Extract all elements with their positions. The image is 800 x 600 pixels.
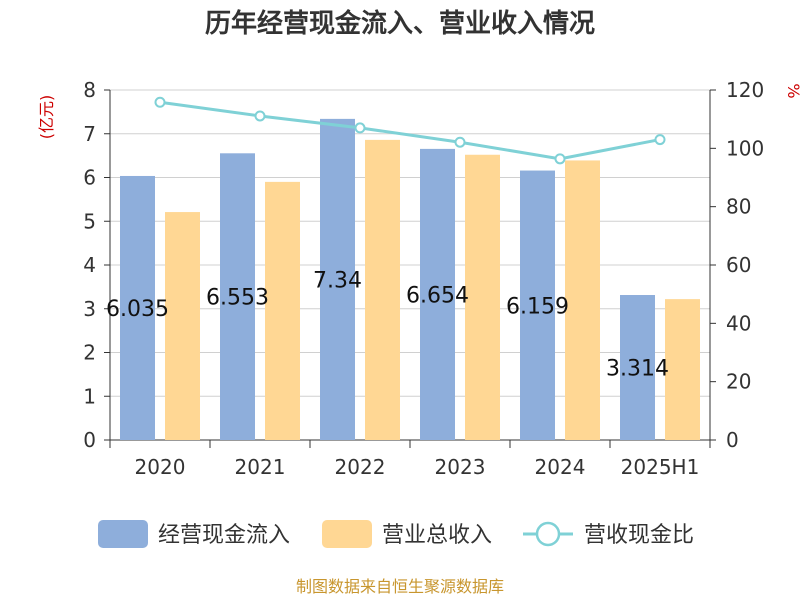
left-tick-label: 2 [83, 341, 96, 365]
x-tick-label: 2025H1 [621, 455, 700, 479]
legend-label-revenue: 营业总收入 [382, 523, 492, 548]
x-tick-label: 2021 [235, 455, 286, 479]
ratio-point [254, 110, 266, 122]
ratio-point [354, 122, 366, 134]
legend: 经营现金流入 营业总收入 营收现金比 [98, 520, 694, 548]
cash-inflow-bar [620, 295, 655, 440]
cash-inflow-value-label: 6.035 [106, 297, 169, 322]
cash-inflow-bar [520, 170, 555, 440]
ratio-point [154, 96, 166, 108]
data-labels: 6.035 6.553 7.34 6.654 6.159 3.314 [106, 268, 669, 381]
left-tick-label: 4 [83, 253, 96, 277]
left-tick-label: 3 [83, 297, 96, 321]
right-tick-label: 100 [726, 136, 764, 160]
revenue-bar [265, 181, 300, 440]
left-tick-label: 8 [83, 78, 96, 102]
legend-swatch-revenue [322, 520, 372, 548]
legend-label-cash-inflow: 经营现金流入 [158, 523, 290, 548]
revenue-bar [365, 139, 400, 440]
cash-inflow-bar [120, 175, 155, 440]
cash-inflow-bar [220, 153, 255, 440]
cash-inflow-value-label: 3.314 [606, 357, 669, 382]
left-tick-label: 0 [83, 428, 96, 452]
legend-swatch-cash-inflow [98, 520, 148, 548]
legend-label-ratio: 营收现金比 [584, 523, 694, 548]
cash-inflow-bar [320, 118, 355, 440]
left-tick-label: 1 [83, 384, 96, 408]
ratio-point [554, 153, 566, 165]
right-tick-label: 0 [726, 428, 739, 452]
x-tick-label: 2022 [335, 455, 386, 479]
ratio-point [454, 136, 466, 148]
revenue-bar [465, 154, 500, 440]
right-tick-label: 20 [726, 370, 751, 394]
cash-inflow-value-label: 6.159 [506, 294, 569, 319]
x-tick-label: 2020 [135, 455, 186, 479]
ratio-point [654, 134, 666, 146]
left-tick-label: 5 [83, 209, 96, 233]
x-tick-label: 2023 [435, 455, 486, 479]
cash-inflow-value-label: 6.553 [206, 286, 269, 311]
right-tick-label: 80 [726, 195, 751, 219]
right-tick-label: 60 [726, 253, 751, 277]
gridlines [110, 89, 710, 441]
revenue-bar [565, 160, 600, 440]
left-tick-label: 6 [83, 166, 96, 190]
legend-swatch-ratio-marker [535, 521, 561, 547]
revenue-bar [165, 212, 200, 440]
cash-inflow-value-label: 7.34 [313, 268, 362, 293]
left-axis-unit: (亿元) [37, 95, 56, 140]
ratio-line [154, 96, 666, 165]
chart-title: 历年经营现金流入、营业收入情况 [205, 8, 595, 39]
ratio-line-path [159, 100, 661, 161]
right-axis-unit: % [784, 83, 800, 98]
bars [120, 118, 700, 440]
cash-inflow-bar [420, 148, 455, 440]
cash-inflow-value-label: 6.654 [406, 283, 469, 308]
x-tick-label: 2024 [535, 455, 586, 479]
left-tick-label: 7 [83, 122, 96, 146]
right-tick-label: 40 [726, 311, 751, 335]
revenue-bar [665, 299, 700, 440]
source-note: 制图数据来自恒生聚源数据库 [296, 577, 504, 596]
right-tick-label: 120 [726, 78, 764, 102]
